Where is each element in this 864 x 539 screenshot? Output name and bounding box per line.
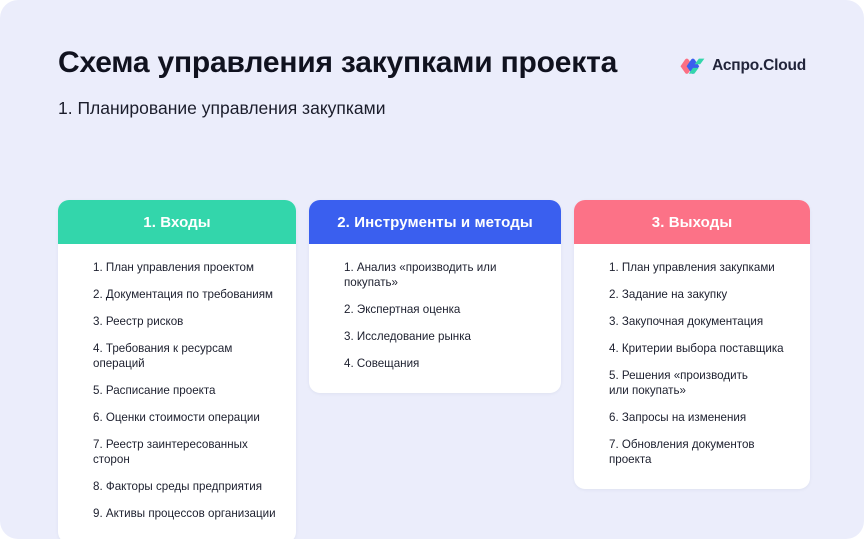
list-item-text: 4. Критерии выбора поставщика	[609, 342, 784, 355]
list-item: 8. Факторы среды предприятия	[76, 479, 280, 494]
list-item: 3. Закупочная документация	[592, 314, 794, 329]
list-item-text: 4. Требования к ресурсам операций	[93, 342, 233, 370]
card-tools-and-methods: 2. Инструменты и методы 1. Анализ «произ…	[309, 200, 561, 393]
list-item-text: 7. Обновления документов проекта	[609, 438, 755, 466]
card-inputs: 1. Входы 1. План управления проектом 2. …	[58, 200, 296, 539]
list-item-text: 2. Экспертная оценка	[344, 303, 461, 316]
list-item-text: 3. Исследование рынка	[344, 330, 471, 343]
slide-header: Схема управления закупками проекта 1. Пл…	[58, 44, 806, 164]
list-item: 5. Решения «производить или покупать»	[592, 368, 794, 398]
card-outputs: 3. Выходы 1. План управления закупками 2…	[574, 200, 810, 489]
list-item-text: 2. Документация по требованиям	[93, 288, 273, 301]
list-item: 2. Экспертная оценка	[327, 302, 545, 317]
card-tools-and-methods-body: 1. Анализ «производить или покупать» 2. …	[309, 244, 561, 393]
list-item: 9. Активы процессов организации	[76, 506, 280, 521]
list-item-text: 1. Анализ «производить или покупать»	[344, 261, 497, 289]
card-outputs-body: 1. План управления закупками 2. Задание …	[574, 244, 810, 489]
list-item: 1. Анализ «производить или покупать»	[327, 260, 545, 290]
list-item-text: 8. Факторы среды предприятия	[93, 480, 262, 493]
list-item-text: 1. План управления закупками	[609, 261, 775, 274]
page-title: Схема управления закупками проекта	[58, 46, 618, 79]
list-item: 2. Документация по требованиям	[76, 287, 280, 302]
list-item-text: 7. Реестр заинтересованных сторон	[93, 438, 248, 466]
list-item: 1. План управления проектом	[76, 260, 280, 275]
card-group: 1. Входы 1. План управления проектом 2. …	[58, 200, 810, 539]
list-item: 6. Запросы на изменения	[592, 410, 794, 425]
list-item: 2. Задание на закупку	[592, 287, 794, 302]
brand-logo-text: Аспро.Cloud	[712, 57, 806, 74]
list-item: 3. Исследование рынка	[327, 329, 545, 344]
list-item: 4. Совещания	[327, 356, 545, 371]
list-item-text: 6. Запросы на изменения	[609, 411, 747, 424]
list-item: 5. Расписание проекта	[76, 383, 280, 398]
list-item-text: 4. Совещания	[344, 357, 420, 370]
list-item-text: 1. План управления проектом	[93, 261, 254, 274]
card-outputs-list: 1. План управления закупками 2. Задание …	[592, 260, 794, 467]
list-item-text: 2. Задание на закупку	[609, 288, 728, 301]
list-item: 1. План управления закупками	[592, 260, 794, 275]
list-item: 7. Обновления документов проекта	[592, 437, 794, 467]
card-outputs-header: 3. Выходы	[574, 200, 810, 244]
card-tools-and-methods-list: 1. Анализ «производить или покупать» 2. …	[327, 260, 545, 371]
list-item-text: 9. Активы процессов организации	[93, 507, 276, 520]
list-item: 4. Критерии выбора поставщика	[592, 341, 794, 356]
card-inputs-header: 1. Входы	[58, 200, 296, 244]
brand-logo: Аспро.Cloud	[680, 56, 806, 76]
list-item: 3. Реестр рисков	[76, 314, 280, 329]
list-item-text: 3. Закупочная документация	[609, 315, 764, 328]
aspro-cloud-logo-icon	[680, 58, 705, 74]
list-item: 7. Реестр заинтересованных сторон	[76, 437, 280, 467]
list-item-text: 6. Оценки стоимости операции	[93, 411, 260, 424]
list-item: 4. Требования к ресурсам операций	[76, 341, 280, 371]
list-item-text: 5. Решения «производить или покупать»	[609, 369, 748, 397]
list-item-text: 5. Расписание проекта	[93, 384, 216, 397]
card-inputs-list: 1. План управления проектом 2. Документа…	[76, 260, 280, 521]
card-inputs-body: 1. План управления проектом 2. Документа…	[58, 244, 296, 539]
card-tools-and-methods-header: 2. Инструменты и методы	[309, 200, 561, 244]
list-item: 6. Оценки стоимости операции	[76, 410, 280, 425]
list-item-text: 3. Реестр рисков	[93, 315, 184, 328]
page-subtitle: 1. Планирование управления закупками	[58, 98, 386, 118]
